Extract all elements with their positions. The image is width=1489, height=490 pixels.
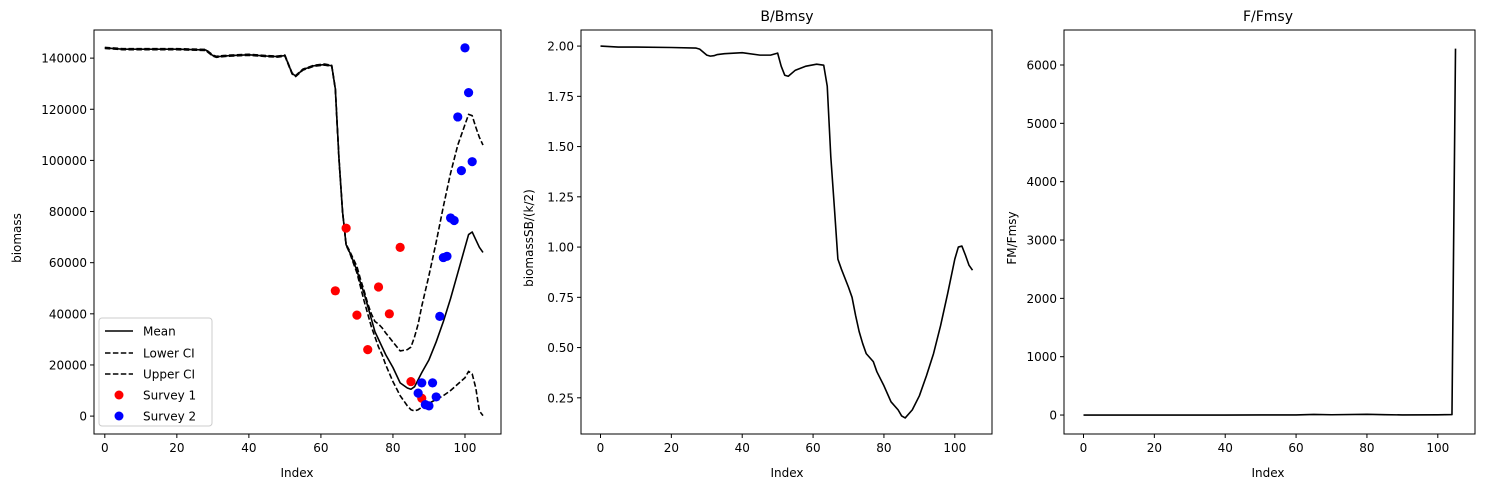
- x-tick-label: 100: [454, 441, 477, 455]
- x-tick-label: 40: [1218, 441, 1233, 455]
- panel-biomass: 0 20 40 60 80 100 0 20000 40000 60000 80000 100000 1…: [10, 29, 502, 480]
- y-tick-label: 1.00: [547, 241, 574, 255]
- point-survey-2: [456, 166, 466, 176]
- point-survey-1: [341, 223, 351, 233]
- x-tick-label: 40: [241, 441, 256, 455]
- point-survey-2: [453, 112, 463, 122]
- point-survey-2: [413, 388, 423, 398]
- point-survey-2: [435, 311, 445, 321]
- x-tick-label: 60: [805, 441, 820, 455]
- plot-frame: [580, 29, 993, 435]
- y-tick-label: 120000: [41, 103, 87, 117]
- point-survey-2: [427, 378, 438, 388]
- legend-label-upper-ci: Upper CI: [143, 368, 195, 382]
- series-line-main: [600, 45, 974, 419]
- y-tick-label: 40000: [49, 307, 87, 321]
- point-survey-2: [431, 392, 441, 402]
- panel-title: F/Fmsy: [1243, 9, 1293, 25]
- x-tick-label: 80: [385, 441, 400, 455]
- y-tick-label: 2.00: [547, 40, 574, 54]
- x-tick-label: 0: [597, 441, 605, 455]
- x-axis-label: Index: [280, 466, 313, 480]
- y-tick-label: 0.25: [547, 391, 574, 405]
- x-tick-label: 20: [664, 441, 679, 455]
- x-axis-label: Index: [1251, 466, 1284, 480]
- y-tick-label: 140000: [41, 52, 87, 66]
- legend-label-survey-2: Survey 2: [143, 410, 196, 424]
- point-survey-1: [363, 345, 373, 355]
- panel-title: B/Bmsy: [760, 9, 813, 25]
- y-tick-label: 3000: [1026, 234, 1057, 248]
- y-tick-label: 80000: [49, 205, 87, 219]
- y-tick-label: 1000: [1026, 350, 1057, 364]
- x-tick-label: 100: [1426, 441, 1449, 455]
- legend-label-survey-1: Survey 1: [143, 389, 196, 403]
- y-axis-label: biomassSB/(k/2): [522, 189, 536, 287]
- x-tick-label: 40: [735, 441, 750, 455]
- legend-box: [98, 317, 213, 427]
- y-tick-label: 1.50: [547, 140, 574, 154]
- x-tick-label: 20: [169, 441, 184, 455]
- x-tick-label: 80: [1359, 441, 1374, 455]
- point-survey-2: [463, 88, 474, 98]
- plot-frame: [93, 29, 502, 435]
- x-tick-label: 100: [943, 441, 966, 455]
- point-survey-2: [449, 215, 459, 226]
- point-survey-1: [406, 376, 416, 387]
- x-tick-label: 20: [1147, 441, 1162, 455]
- point-survey-2: [442, 251, 452, 261]
- point-survey-1: [373, 282, 384, 292]
- y-tick-label: 60000: [49, 256, 87, 270]
- x-axis-label: Index: [770, 466, 803, 480]
- legend-label-mean: Mean: [143, 325, 176, 339]
- x-tick-label: 60: [313, 441, 328, 455]
- series-line-lower-ci: [104, 47, 484, 417]
- plot-frame: [1063, 29, 1476, 435]
- y-tick-label: 100000: [41, 154, 87, 168]
- point-survey-2: [460, 43, 470, 53]
- series-line-main: [1083, 48, 1457, 416]
- y-tick-label: 6000: [1026, 59, 1057, 73]
- y-tick-label: 0: [79, 410, 87, 424]
- x-tick-label: 80: [876, 441, 891, 455]
- point-survey-2: [417, 378, 427, 388]
- point-survey-1: [395, 242, 405, 252]
- y-axis-label: biomass: [10, 213, 24, 263]
- x-tick-label: 0: [1080, 441, 1088, 455]
- panel-f-fmsy: F/Fmsy 0 20 40 60 80 100010002000300040005000…: [1005, 9, 1476, 480]
- x-tick-label: 0: [101, 441, 109, 455]
- legend-marker-survey-2: [114, 411, 124, 421]
- y-tick-label: 0: [1049, 409, 1057, 423]
- y-tick-label: 0.50: [547, 341, 574, 355]
- point-survey-2: [424, 401, 434, 411]
- point-survey-1: [352, 310, 362, 320]
- point-survey-1: [330, 286, 340, 296]
- legend: Mean Lower CI Upper CI Survey 1 Survey 2: [98, 317, 213, 427]
- y-tick-label: 4000: [1026, 175, 1057, 189]
- y-tick-label: 5000: [1026, 117, 1057, 131]
- y-tick-label: 20000: [49, 358, 87, 372]
- point-survey-2: [467, 157, 477, 167]
- legend-marker-survey-1: [114, 390, 124, 400]
- legend-label-lower-ci: Lower CI: [143, 347, 195, 361]
- y-tick-label: 0.75: [547, 291, 574, 305]
- y-tick-label: 1.25: [547, 190, 574, 204]
- y-axis-label: FM/Fmsy: [1005, 211, 1019, 264]
- panel-b-bmsy: B/Bmsy 0 20 40 60 80 100 0.25 0.50 0.75 1.00 1.25 1…: [522, 9, 993, 480]
- y-tick-label: 2000: [1026, 292, 1057, 306]
- x-tick-label: 60: [1288, 441, 1303, 455]
- point-survey-1: [384, 309, 394, 319]
- y-tick-label: 1.75: [547, 90, 574, 104]
- series-line-upper-ci: [104, 46, 484, 352]
